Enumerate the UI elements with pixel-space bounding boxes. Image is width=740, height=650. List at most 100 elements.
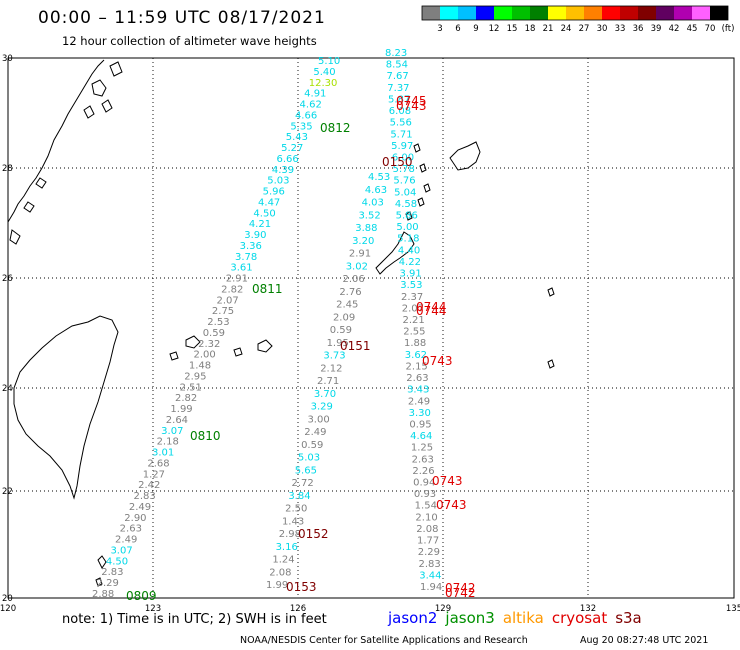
wave-height-value: 1.95: [327, 338, 349, 349]
colorbar-label: 70: [705, 24, 716, 34]
colorbar-frame: [421, 5, 729, 21]
ryukyu-islands: [405, 143, 431, 221]
wave-height-value: 2.64: [166, 415, 188, 426]
wave-height-value: 2.68: [147, 458, 169, 469]
wave-height-value: 5.96: [263, 187, 285, 198]
wave-height-value: 2.91: [349, 249, 371, 260]
color-scale-legend: 3 6 9 12 15 18 21 24 27 30 33 36 39 42 45 70 (ft): [421, 5, 735, 34]
credit-line: NOAA/NESDIS Center for Satellite Applica…: [240, 635, 528, 646]
wave-height-value: 2.45: [336, 300, 358, 311]
wave-height-value: 0.59: [330, 325, 352, 336]
wave-height-value: 3.62: [405, 350, 427, 361]
map-subtitle: 12 hour collection of altimeter wave hei…: [62, 34, 317, 48]
colorbar-label: 12: [489, 24, 500, 34]
wave-height-value: 4.50: [253, 208, 275, 219]
colorbar-label: 9: [473, 24, 478, 34]
wave-height-value: 2.88: [92, 589, 114, 600]
colorbar-swatch: [602, 6, 620, 20]
pass-time-label: 0742: [445, 586, 476, 600]
wave-height-value: 2.42: [138, 480, 160, 491]
wave-height-value: 1.88: [404, 338, 426, 349]
lat-tick-label: 20: [2, 594, 13, 604]
colorbar-swatch: [530, 6, 548, 20]
wave-height-value: 5.27: [281, 143, 303, 154]
wave-height-value: 2.08: [416, 524, 438, 535]
wave-height-value: 3.07: [161, 426, 183, 437]
wave-height-value: 2.37: [401, 292, 423, 303]
wave-height-value: 5.40: [313, 67, 335, 78]
wave-height-value: 1.99: [266, 580, 288, 591]
colorbar-label: 24: [561, 24, 572, 34]
wave-height-value: 5.97: [391, 141, 413, 152]
wave-height-value: 2.83: [134, 491, 156, 502]
colorbar-label: 30: [597, 24, 608, 34]
wave-height-value: 5.04: [394, 187, 416, 198]
pass-time-label: 0153: [286, 580, 317, 594]
wave-height-value: 8.54: [386, 60, 408, 71]
pass-time-label: 0744: [416, 300, 447, 314]
wave-height-value: 3.61: [230, 263, 252, 274]
colorbar-swatch: [476, 6, 494, 20]
track-b: 1.99 2.081.24 3.16 2.98 1.432.50 3.84 2.72 5.65…: [266, 172, 390, 591]
wave-height-value: 5.78: [393, 164, 415, 175]
pass-time-label: 0742: [445, 581, 476, 595]
wave-height-value: 5.03: [267, 176, 289, 187]
pass-time-label: 0743: [436, 498, 467, 512]
colorbar-swatch: [458, 6, 476, 20]
colorbar-swatch: [440, 6, 458, 20]
wave-height-value: 2.71: [317, 376, 339, 387]
wave-height-value: 3.53: [400, 280, 422, 291]
wave-height-value: 2.32: [198, 339, 220, 350]
wave-height-value: 3.88: [355, 223, 377, 234]
lat-tick-label: 22: [2, 487, 13, 497]
wave-height-value: 6.08: [389, 106, 411, 117]
colorbar-swatch: [512, 6, 530, 20]
wave-height-value: 2.83: [418, 559, 440, 570]
pass-time-labels: 0812081108100809074507430744074407430743…: [126, 94, 476, 603]
wave-height-value: 4.64: [410, 431, 432, 442]
generation-timestamp: Aug 20 08:27:48 UTC 2021: [580, 635, 709, 646]
satellite-legend-cryosat: cryosat: [551, 609, 608, 627]
wave-height-value: 7.67: [387, 71, 409, 82]
wave-height-value: 2.08: [269, 567, 291, 578]
wave-height-value: 2.95: [184, 371, 206, 382]
wave-height-value: 3.84: [288, 491, 310, 502]
wave-height-value: 0.59: [203, 328, 225, 339]
pass-time-label: 0809: [126, 589, 157, 603]
pass-time-label: 0743: [422, 354, 453, 368]
wave-height-value: 1.43: [282, 516, 304, 527]
pass-time-label: 0743: [396, 99, 427, 113]
wave-height-value: 4.53: [368, 172, 390, 183]
colorbar-swatch: [638, 6, 656, 20]
colorbar-label: (ft): [722, 24, 735, 34]
colorbar-label: 3: [437, 24, 442, 34]
wave-height-value: 1.77: [417, 536, 439, 547]
wave-height-value: 2.49: [129, 502, 151, 513]
satellite-legend-altika: altika: [502, 609, 544, 627]
wave-height-value: 3.73: [323, 351, 345, 362]
yaeyama-islands: [169, 335, 201, 361]
colorbar-swatch: [584, 6, 602, 20]
wave-height-value: 2.63: [412, 454, 434, 465]
wave-height-value: 4.63: [365, 185, 387, 196]
china-coast: [7, 59, 105, 223]
lon-tick-label: 126: [290, 604, 306, 614]
pass-time-label: 0810: [190, 429, 221, 443]
wave-height-value: 2.55: [403, 327, 425, 338]
wave-height-value: 4.50: [106, 556, 128, 567]
wave-height-value: 2.15: [406, 361, 428, 372]
wave-height-value: 5.18: [397, 234, 419, 245]
wave-height-value: 4.03: [362, 198, 384, 209]
wave-height-value: 4.58: [395, 199, 417, 210]
wave-height-value: 2.50: [285, 504, 307, 515]
wave-height-value: 2.82: [175, 393, 197, 404]
pass-time-label: 0745: [396, 94, 427, 108]
wave-height-value: 2.18: [157, 437, 179, 448]
wave-height-value: 5.65: [295, 465, 317, 476]
colorbar-swatch: [656, 6, 674, 20]
wave-height-value: 5.03: [298, 453, 320, 464]
wave-height-value: 1.54: [415, 501, 437, 512]
wave-height-value: 2.07: [217, 295, 239, 306]
wave-height-value: 3.78: [235, 252, 257, 263]
colorbar-swatch: [494, 6, 512, 20]
